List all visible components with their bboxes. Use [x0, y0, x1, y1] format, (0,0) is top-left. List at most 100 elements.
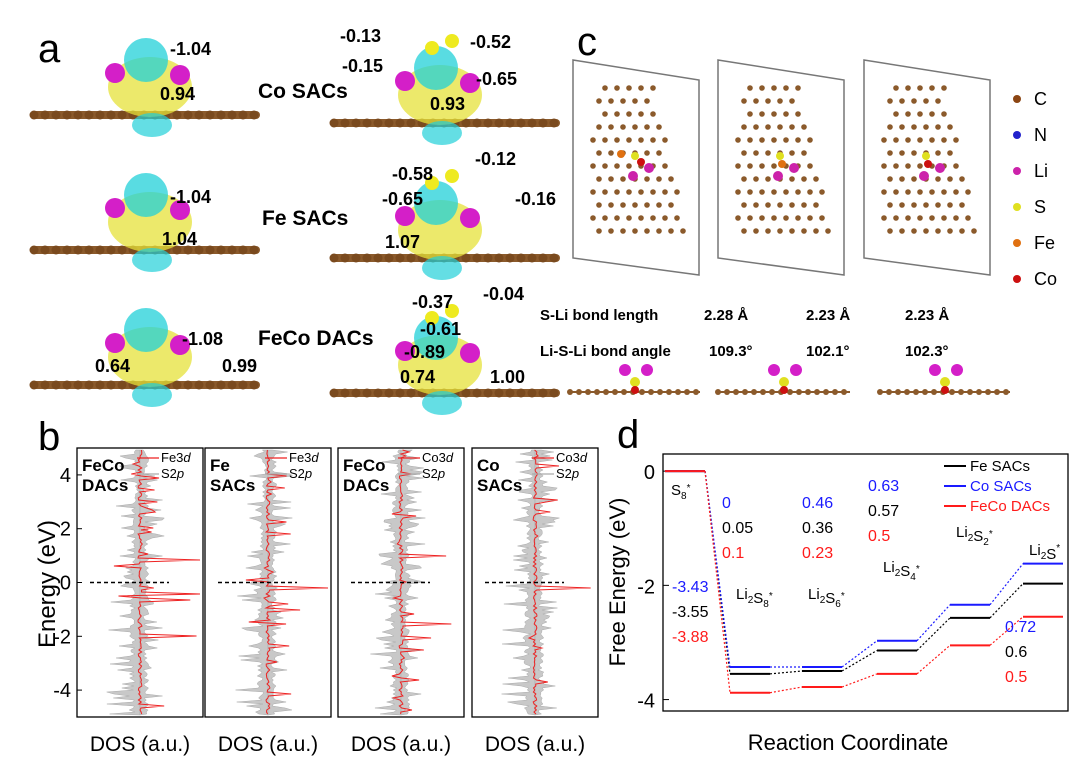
li-atom [935, 163, 945, 173]
carbon-atom [351, 253, 361, 263]
carbon-atom [494, 388, 504, 398]
legend-swatch [1013, 203, 1021, 211]
li-atom [768, 364, 780, 376]
carbon-atom [935, 176, 941, 182]
carbon-atom [807, 137, 813, 143]
carbon-atom [62, 245, 72, 255]
carbon-atom [668, 176, 674, 182]
carbon-atom [644, 124, 650, 130]
carbon-atom [787, 389, 793, 395]
carbon-atom [602, 189, 608, 195]
carbon-atom [929, 137, 935, 143]
carbon-atom [947, 176, 953, 182]
carbon-atom [632, 98, 638, 104]
s-atom [940, 377, 950, 387]
carbon-atom [40, 110, 50, 120]
carbon-atom [638, 215, 644, 221]
carbon-atom [216, 380, 226, 390]
carbon-atom [747, 111, 753, 117]
carbon-atom [742, 389, 748, 395]
s2p-dos [235, 449, 269, 716]
carbon-atom [771, 189, 777, 195]
carbon-atom [947, 202, 953, 208]
charge-value: 1.07 [385, 232, 420, 252]
carbon-atom [733, 389, 739, 395]
carbon-atom [194, 110, 204, 120]
energy-connector [769, 686, 803, 694]
charge-value: -0.15 [342, 56, 383, 76]
carbon-atom [771, 215, 777, 221]
metal-atom [924, 160, 932, 168]
carbon-atom [931, 389, 937, 395]
dos-xlabel: DOS (a.u.) [218, 733, 318, 756]
carbon-atom [735, 215, 741, 221]
carbon-atom [29, 380, 39, 390]
energy-connector [989, 563, 1024, 606]
carbon-atom [117, 110, 127, 120]
carbon-atom [759, 215, 765, 221]
delta-g-label: 0.5 [868, 528, 890, 545]
element-part: S2 [161, 466, 177, 481]
label-part: S [825, 590, 835, 607]
carbon-atom [590, 137, 596, 143]
carbon-atom [965, 215, 971, 221]
panel-d-letter: d [617, 413, 639, 457]
delta-g-label: 0.23 [802, 545, 833, 562]
carbon-atom [644, 98, 650, 104]
carbon-atom [769, 389, 775, 395]
bond-length-3: 2.23 Å [905, 307, 949, 324]
carbon-atom [904, 389, 910, 395]
s-atom [630, 377, 640, 387]
dos-xlabel: DOS (a.u.) [90, 733, 190, 756]
carbon-atom [789, 150, 795, 156]
label-part: S [671, 482, 681, 499]
carbon-atom [626, 215, 632, 221]
label-part: * [769, 591, 773, 602]
carbon-atom [40, 380, 50, 390]
carbon-atom [656, 202, 662, 208]
carbon-atom [741, 202, 747, 208]
carbon-atom [887, 124, 893, 130]
carbon-atom [614, 85, 620, 91]
carbon-atom [741, 98, 747, 104]
carbon-atom [905, 137, 911, 143]
carbon-atom [759, 137, 765, 143]
carbon-atom [893, 189, 899, 195]
li-atom [395, 206, 415, 226]
charge-density-cyan [422, 121, 462, 145]
legend-item: Co SACs [944, 478, 1032, 495]
carbon-atom [668, 228, 674, 234]
label-part: * [687, 483, 691, 494]
carbon-atom [724, 389, 730, 395]
charge-value: -0.16 [515, 189, 556, 209]
carbon-atom [527, 388, 537, 398]
ytick-label: -4 [53, 680, 71, 702]
carbon-atom [911, 176, 917, 182]
carbon-atom [881, 189, 887, 195]
carbon-atom [608, 228, 614, 234]
carbon-atom [626, 163, 632, 169]
carbon-atom [590, 163, 596, 169]
carbon-atom [461, 253, 471, 263]
li-atom [395, 341, 415, 361]
li-atom [641, 364, 653, 376]
carbon-atom [911, 150, 917, 156]
carbon-atom [106, 380, 116, 390]
carbon-atom [935, 150, 941, 156]
carbon-atom [947, 124, 953, 130]
carbon-atom [771, 137, 777, 143]
carbon-atom [801, 124, 807, 130]
carbon-atom [516, 388, 526, 398]
carbon-atom [789, 228, 795, 234]
carbon-atom [596, 202, 602, 208]
legend-item-fe: Fe [1013, 233, 1055, 253]
carbon-atom [895, 389, 901, 395]
carbon-atom [406, 253, 416, 263]
carbon-atom [395, 388, 405, 398]
charge-value: 0.74 [400, 367, 435, 387]
energy-connector [916, 644, 951, 675]
carbon-atom [329, 118, 339, 128]
carbon-atom [747, 189, 753, 195]
carbon-atom [741, 124, 747, 130]
carbon-atom [106, 110, 116, 120]
